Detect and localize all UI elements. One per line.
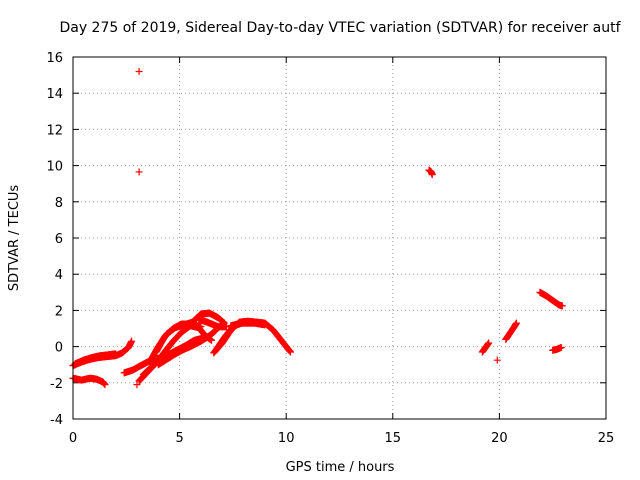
- data-point: [484, 340, 492, 348]
- y-axis-label: SDTVAR / TECUs: [7, 185, 22, 292]
- x-tick-label: 25: [598, 431, 615, 446]
- data-point: [285, 346, 293, 354]
- chart-title: Day 275 of 2019, Sidereal Day-to-day VTE…: [59, 20, 621, 36]
- data-point: [261, 321, 269, 329]
- y-tick-label: 8: [55, 196, 63, 211]
- data-point: [485, 339, 493, 347]
- data-point: [557, 344, 565, 352]
- data-point: [201, 334, 209, 342]
- plot-frame: [72, 56, 607, 420]
- x-tick-label: 0: [69, 431, 77, 446]
- data-point: [128, 337, 136, 345]
- data-point: [112, 350, 120, 358]
- data-point: [512, 319, 520, 327]
- x-tick-labels: 0 5 10 15 20 25: [69, 431, 614, 446]
- y-tick-label: 0: [55, 341, 63, 356]
- y-tick-label: 6: [55, 232, 63, 247]
- data-point: [133, 381, 141, 389]
- y-tick-labels: -4 -2 0 2 4 6 8 10 12 14 16: [46, 51, 63, 428]
- y-tick-label: 10: [46, 160, 63, 175]
- data-point: [135, 168, 143, 176]
- data-point: [493, 356, 501, 364]
- y-tick-label: 2: [55, 304, 63, 319]
- data-points: [69, 67, 566, 389]
- data-point: [197, 335, 205, 343]
- y-tick-label: 16: [46, 51, 63, 66]
- data-point: [286, 347, 294, 355]
- data-point: [197, 323, 205, 331]
- x-tick-label: 20: [491, 431, 508, 446]
- y-tick-label: 12: [46, 123, 63, 138]
- axis-ticks: [72, 56, 607, 420]
- data-point: [223, 323, 231, 331]
- data-point: [101, 381, 109, 389]
- data-point: [208, 336, 216, 344]
- y-tick-label: 4: [55, 268, 63, 283]
- data-point: [558, 302, 566, 310]
- y-tick-label: -4: [50, 413, 63, 428]
- x-tick-label: 10: [278, 431, 295, 446]
- grid-lines: [73, 57, 606, 419]
- x-axis-label: GPS time / hours: [286, 460, 395, 475]
- data-point: [286, 348, 294, 356]
- x-tick-label: 5: [175, 431, 183, 446]
- y-tick-label: -2: [50, 377, 63, 392]
- x-tick-label: 15: [385, 431, 402, 446]
- y-tick-label: 14: [46, 87, 63, 102]
- data-point: [135, 67, 143, 75]
- data-point: [428, 171, 436, 179]
